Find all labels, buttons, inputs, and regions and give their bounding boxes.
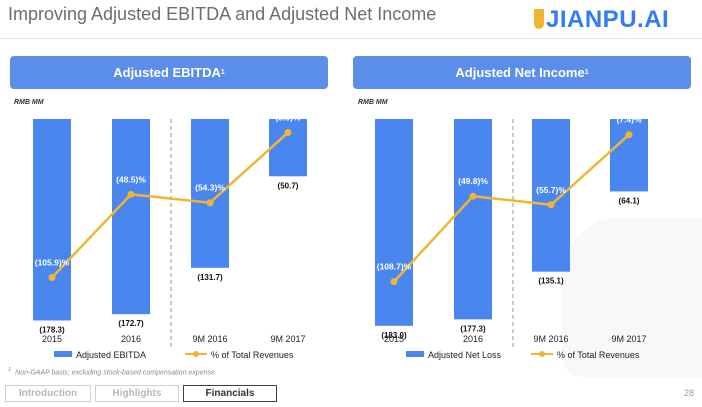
logo-text: JIANPU.AI xyxy=(546,6,670,33)
nav-tab-highlights[interactable]: Highlights xyxy=(95,385,179,402)
ebitda-panel-header: Adjusted EBITDA 1 xyxy=(10,56,328,89)
bar-value-label: (172.7) xyxy=(118,319,144,328)
bar xyxy=(191,119,229,268)
x-tick-label: 9M 2016 xyxy=(533,334,568,344)
bar-value-label: (50.7) xyxy=(278,181,299,190)
legend-bar-swatch xyxy=(54,351,72,357)
ebitda-panel-title-sup: 1 xyxy=(220,69,225,76)
line-point xyxy=(625,131,633,139)
revenue-pct-line xyxy=(393,133,630,283)
bar-value-label: (177.3) xyxy=(460,324,486,333)
legend-line-marker xyxy=(193,351,199,357)
x-tick-label: 9M 2017 xyxy=(270,334,305,344)
line-value-label: (54.3)% xyxy=(195,183,225,193)
bar xyxy=(532,119,570,272)
legend-bar-swatch xyxy=(406,351,424,357)
footnote-marker: 1 xyxy=(8,367,12,373)
footnote-text: Non-GAAP basis; excluding stock-based co… xyxy=(15,369,217,377)
bar-value-label: (131.7) xyxy=(197,273,223,282)
legend-line-marker xyxy=(539,351,545,357)
legend-bar-label: Adjusted EBITDA xyxy=(76,350,146,360)
line-value-label: (7.4)% xyxy=(616,115,641,125)
company-logo: JIANPU.AI xyxy=(534,6,669,34)
net-income-unit-label: RMB MM xyxy=(358,99,388,106)
nav-tab-financials[interactable]: Financials xyxy=(183,385,277,402)
bar xyxy=(112,119,150,315)
line-value-label: (105.9)% xyxy=(35,258,70,268)
x-tick-label: 2015 xyxy=(42,334,62,344)
legend-line-label: % of Total Revenues xyxy=(557,350,640,360)
title-divider xyxy=(0,38,702,39)
x-tick-label: 2015 xyxy=(384,334,404,344)
bar xyxy=(33,119,71,321)
bar-value-label: (183.0) xyxy=(381,331,407,340)
nav-tab-introduction[interactable]: Introduction xyxy=(5,385,91,402)
line-value-label: (108.7)% xyxy=(377,262,412,272)
bar-value-label: (135.1) xyxy=(538,277,564,286)
legend-line-label: % of Total Revenues xyxy=(211,350,294,360)
net-income-panel-title-sup: 1 xyxy=(584,69,589,76)
line-point xyxy=(127,190,135,198)
x-tick-label: 2016 xyxy=(121,334,141,344)
logo-mark-icon xyxy=(534,9,544,29)
bar xyxy=(375,119,413,326)
bar-value-label: (178.3) xyxy=(39,325,65,334)
line-value-label: (49.8)% xyxy=(458,176,488,186)
bar xyxy=(610,119,648,192)
line-value-label: (5.9)% xyxy=(275,113,300,123)
slide-title: Improving Adjusted EBITDA and Adjusted N… xyxy=(8,4,437,24)
line-value-label: (48.5)% xyxy=(116,174,146,184)
page-number: 28 xyxy=(683,388,694,398)
ebitda-chart: (178.3)2015 (172.7) 2016 (131.7) 9M 2016 (50.… xyxy=(33,113,307,360)
line-point xyxy=(206,199,214,207)
section-nav: Introduction Highlights Financials xyxy=(5,385,277,402)
background-watermark xyxy=(562,217,702,377)
net-income-chart: (183.0)2015 (177.3)2016 (135.1) 9M 2016 (64.… xyxy=(375,115,648,360)
bar xyxy=(454,119,492,320)
legend-bar-label: Adjusted Net Loss xyxy=(428,350,502,360)
line-value-label: (55.7)% xyxy=(536,185,566,195)
revenue-pct-line xyxy=(51,131,289,279)
bar-value-label: (64.1) xyxy=(619,196,640,205)
x-tick-label: 2016 xyxy=(463,334,483,344)
net-income-panel-title: Adjusted Net Income xyxy=(455,65,585,80)
ebitda-panel-title: Adjusted EBITDA xyxy=(113,65,221,80)
net-income-panel-header: Adjusted Net Income 1 xyxy=(353,56,691,89)
line-point xyxy=(469,192,477,200)
ebitda-unit-label: RMB MM xyxy=(14,99,44,106)
line-point xyxy=(284,129,292,137)
footnote: 1 Non-GAAP basis; excluding stock-based … xyxy=(8,367,217,376)
bar xyxy=(269,119,307,177)
line-point xyxy=(48,274,56,282)
x-tick-label: 9M 2016 xyxy=(192,334,227,344)
line-point xyxy=(390,278,398,286)
line-point xyxy=(547,201,555,209)
x-tick-label: 9M 2017 xyxy=(611,334,646,344)
